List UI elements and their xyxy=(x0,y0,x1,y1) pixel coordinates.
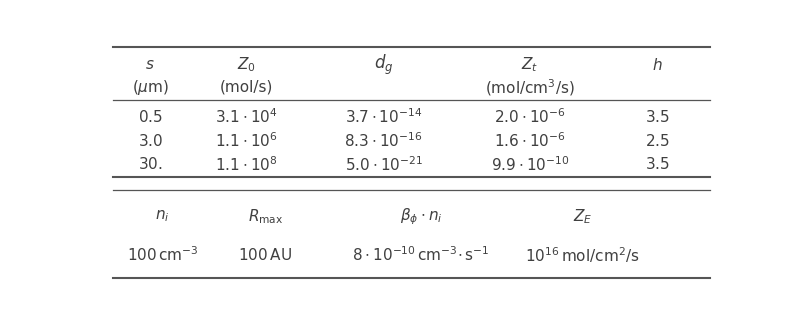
Text: $5.0\cdot10^{-21}$: $5.0\cdot10^{-21}$ xyxy=(344,155,422,174)
Text: $Z_t$: $Z_t$ xyxy=(520,56,538,74)
Text: $2.0\cdot10^{-6}$: $2.0\cdot10^{-6}$ xyxy=(493,108,565,126)
Text: $3.5$: $3.5$ xyxy=(644,156,669,172)
Text: $100\,\mathrm{cm}^{-3}$: $100\,\mathrm{cm}^{-3}$ xyxy=(127,246,198,265)
Text: $3.5$: $3.5$ xyxy=(644,109,669,125)
Text: $\beta_\phi \cdot n_i$: $\beta_\phi \cdot n_i$ xyxy=(399,206,442,227)
Text: $9.9\cdot10^{-10}$: $9.9\cdot10^{-10}$ xyxy=(490,155,569,174)
Text: $s$: $s$ xyxy=(145,57,155,72)
Text: $8.3\cdot10^{-16}$: $8.3\cdot10^{-16}$ xyxy=(344,131,422,150)
Text: $3.7\cdot10^{-14}$: $3.7\cdot10^{-14}$ xyxy=(344,108,422,126)
Text: (mol/s): (mol/s) xyxy=(220,80,273,95)
Text: $h$: $h$ xyxy=(651,57,662,73)
Text: $Z_0$: $Z_0$ xyxy=(237,56,256,74)
Text: $R_{\mathrm{max}}$: $R_{\mathrm{max}}$ xyxy=(247,207,282,226)
Text: $3.1\cdot10^{4}$: $3.1\cdot10^{4}$ xyxy=(215,108,277,126)
Text: $d_g$: $d_g$ xyxy=(373,53,393,77)
Text: $Z_E$: $Z_E$ xyxy=(572,207,592,226)
Text: $100\,\mathrm{AU}$: $100\,\mathrm{AU}$ xyxy=(238,247,292,263)
Text: $10^{16}\,\mathrm{mol/cm}^2\mathrm{/s}$: $10^{16}\,\mathrm{mol/cm}^2\mathrm{/s}$ xyxy=(525,245,639,265)
Text: $n_i$: $n_i$ xyxy=(155,209,170,224)
Text: $0.5$: $0.5$ xyxy=(138,109,162,125)
Text: $30.$: $30.$ xyxy=(138,156,162,172)
Text: $2.5$: $2.5$ xyxy=(644,133,669,149)
Text: $8\cdot10^{-10}\,\mathrm{cm}^{-3}{\cdot}\,\mathrm{s}^{-1}$: $8\cdot10^{-10}\,\mathrm{cm}^{-3}{\cdot}… xyxy=(352,246,489,265)
Text: ($\mu$m): ($\mu$m) xyxy=(132,78,168,97)
Text: $3.0$: $3.0$ xyxy=(137,133,163,149)
Text: $1.6\cdot10^{-6}$: $1.6\cdot10^{-6}$ xyxy=(493,131,565,150)
Text: $1.1\cdot10^{6}$: $1.1\cdot10^{6}$ xyxy=(215,131,277,150)
Text: (mol/cm$^3$/s): (mol/cm$^3$/s) xyxy=(484,77,574,98)
Text: $1.1\cdot10^{8}$: $1.1\cdot10^{8}$ xyxy=(215,155,277,174)
